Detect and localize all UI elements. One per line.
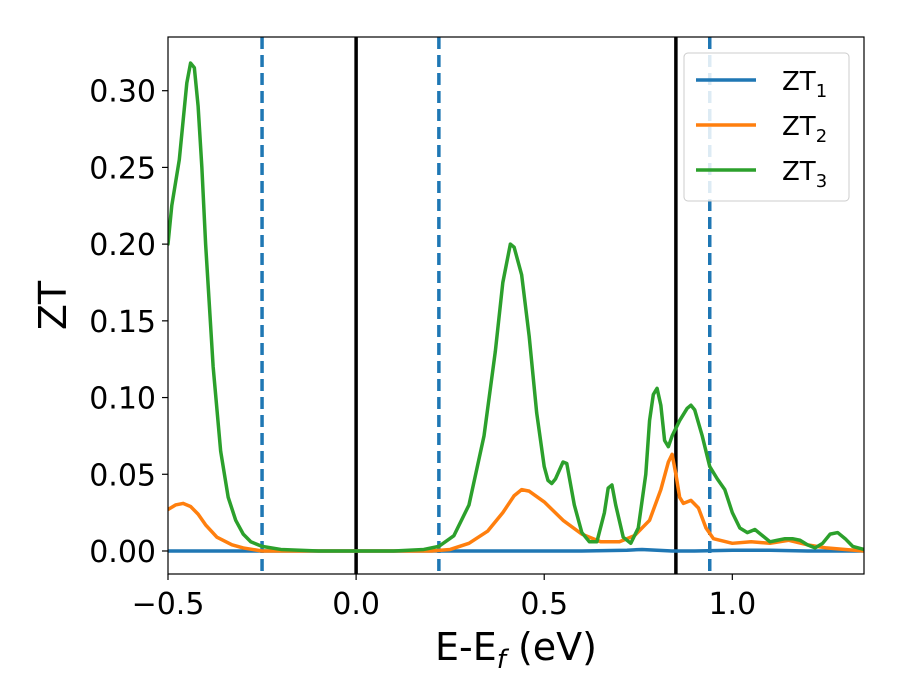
series-lines bbox=[168, 61, 864, 553]
y-tick-label: 0.00 bbox=[89, 535, 156, 570]
series-line-zt3 bbox=[168, 61, 864, 553]
plot-frame bbox=[167, 36, 865, 575]
y-tick-label: 0.30 bbox=[89, 75, 156, 110]
series-line-zt2 bbox=[168, 452, 864, 553]
legend: ZT1 ZT2 ZT3 bbox=[683, 52, 850, 202]
legend-label-zt1: ZT1 bbox=[782, 67, 827, 102]
y-tick-label: 0.05 bbox=[89, 458, 156, 493]
x-tick-label: 1.0 bbox=[708, 587, 756, 622]
x-tick-label: −0.5 bbox=[132, 587, 205, 622]
y-axis-ticks: 0.00 0.05 0.10 0.15 0.20 0.25 0.30 bbox=[89, 75, 168, 570]
legend-label-zt3: ZT3 bbox=[782, 157, 827, 192]
y-tick-label: 0.15 bbox=[89, 305, 156, 340]
x-tick-label: 0.0 bbox=[332, 587, 380, 622]
x-axis-ticks: −0.5 0.0 0.5 1.0 bbox=[132, 574, 756, 622]
legend-label-zt2: ZT2 bbox=[782, 112, 827, 147]
x-axis-title: E-Ef (eV) bbox=[435, 625, 597, 675]
y-tick-label: 0.10 bbox=[89, 382, 156, 417]
x-tick-label: 0.5 bbox=[520, 587, 568, 622]
y-tick-label: 0.20 bbox=[89, 228, 156, 263]
y-axis-title: ZT bbox=[31, 280, 75, 330]
legend-box bbox=[683, 52, 850, 202]
y-tick-label: 0.25 bbox=[89, 151, 156, 186]
